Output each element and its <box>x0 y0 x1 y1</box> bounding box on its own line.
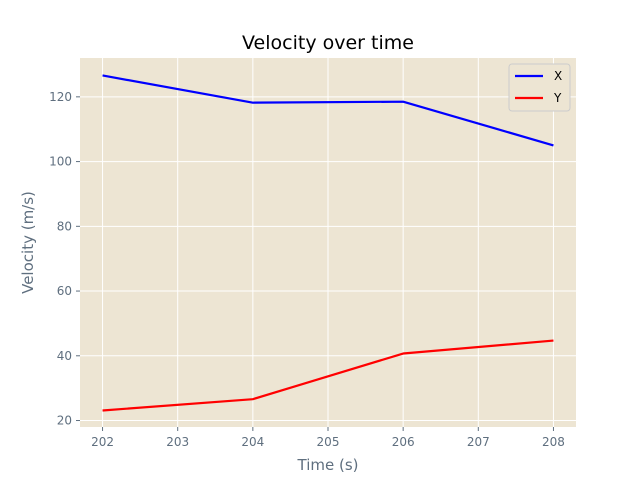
x-tick-label: 203 <box>166 435 189 449</box>
series-group <box>102 74 554 412</box>
x-tick-label: 202 <box>91 435 114 449</box>
y-tick-label: 60 <box>57 284 72 298</box>
y-tick-label: 20 <box>57 414 72 428</box>
x-tick-label: 207 <box>467 435 490 449</box>
grid <box>80 58 576 427</box>
legend-label-y: Y <box>553 91 562 105</box>
y-tick-label: 120 <box>49 90 72 104</box>
y-tick-label: 100 <box>49 155 72 169</box>
x-tick-label: 205 <box>317 435 340 449</box>
y-axis-label: Velocity (m/s) <box>19 191 37 294</box>
x-tick-label: 206 <box>392 435 415 449</box>
legend-label-x: X <box>554 69 562 83</box>
x-tick-label: 208 <box>542 435 565 449</box>
chart-title: Velocity over time <box>242 32 414 54</box>
x-tick-label: 204 <box>241 435 264 449</box>
x-axis-label: Time (s) <box>297 456 359 474</box>
series-line-x <box>102 74 554 147</box>
y-axis: 20 40 60 80 100 120 <box>49 90 80 428</box>
x-axis: 202 203 204 205 206 207 208 <box>91 427 565 449</box>
y-tick-label: 40 <box>57 349 72 363</box>
legend: XY <box>508 63 571 112</box>
y-tick-label: 80 <box>57 219 72 233</box>
series-line-y <box>102 339 554 412</box>
